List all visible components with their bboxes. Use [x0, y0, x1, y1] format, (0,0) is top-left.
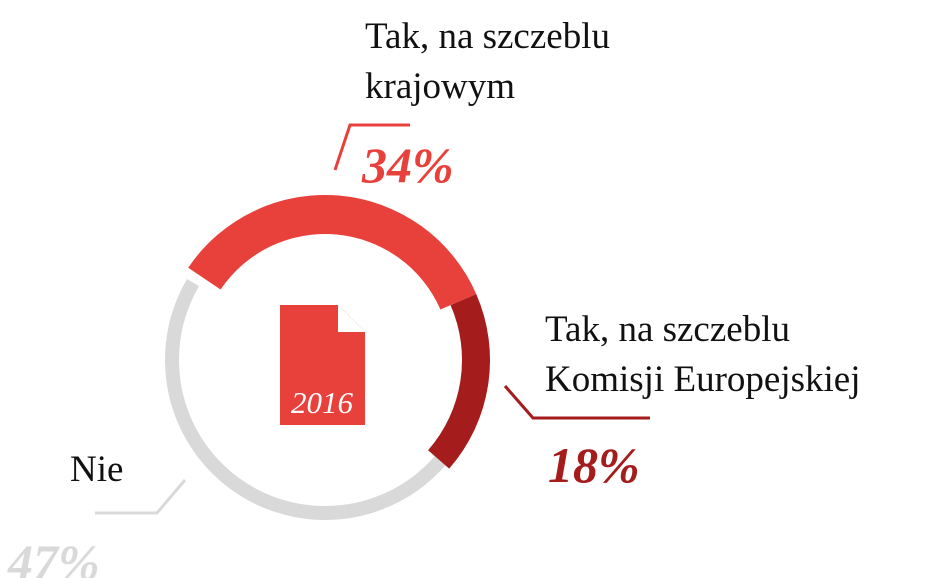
leader-line — [95, 479, 187, 515]
document-fold — [343, 312, 358, 327]
value-label: 47% — [8, 534, 100, 578]
category-label: Tak, na szczeblu Komisji Europejskiej — [545, 309, 861, 400]
category-label: Tak, na szczeblu krajowym — [365, 16, 610, 107]
value-label: 18% — [548, 437, 640, 493]
document-icon — [280, 305, 365, 425]
donut-segment — [188, 194, 477, 310]
leader-line — [503, 385, 650, 420]
category-label: Nie — [70, 449, 124, 490]
center-label: 2016 — [291, 385, 354, 420]
leader-line — [333, 123, 410, 171]
donut-segment — [428, 293, 490, 469]
document-fold — [338, 305, 365, 332]
value-label: 34% — [362, 137, 454, 193]
